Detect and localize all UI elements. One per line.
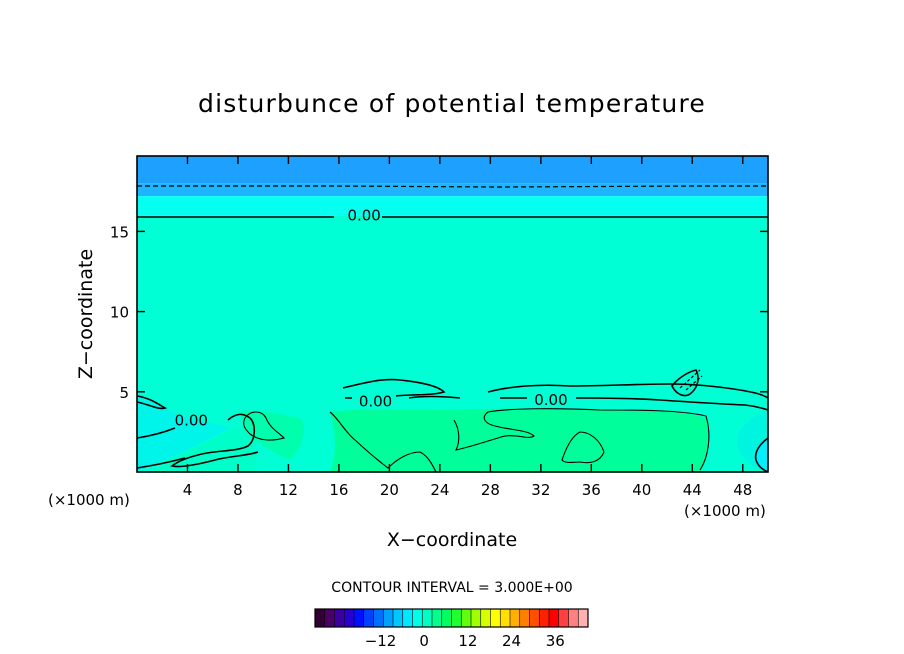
upper-dashed-contour: [137, 185, 768, 188]
contour-warm-main: [329, 408, 710, 473]
x-tick-label: 28: [481, 481, 500, 499]
contour-bottom-left: [136, 457, 186, 469]
x-tick-label: 36: [582, 481, 601, 499]
colorbar-cell: [422, 609, 433, 627]
colorbar-cell: [461, 609, 472, 627]
colorbar-cell: [315, 609, 326, 627]
left-cool-zone: [137, 394, 230, 472]
right-edge-core: [755, 438, 768, 472]
colorbar-cell: [441, 609, 452, 627]
contour-left-loop: [136, 395, 168, 410]
contour-zero-left: [136, 413, 259, 468]
x-tick-label: 48: [733, 481, 752, 499]
colorbar-cell: [334, 609, 345, 627]
contour-label: 0.00: [175, 412, 208, 430]
x-tick-label: 44: [683, 481, 702, 499]
plot-frame: [136, 155, 769, 473]
layer-band-2: [137, 196, 768, 216]
colorbar-cell: [354, 609, 365, 627]
colorbar-cell: [471, 609, 482, 627]
contour-small-loop-44: [671, 369, 699, 397]
colorbar-cell: [344, 609, 355, 627]
colorbar-cell: [383, 609, 394, 627]
colorbar-tick-label: 24: [502, 632, 521, 650]
colorbar-cell: [324, 609, 335, 627]
x-tick-label: 40: [632, 481, 651, 499]
x-tick-label: 32: [531, 481, 550, 499]
colorbar-cell: [500, 609, 511, 627]
colorbar-tick-label: −12: [365, 632, 397, 650]
contour-lines: [136, 185, 769, 473]
contour-label: 0.00: [534, 391, 567, 409]
contour-warm-blob-36: [561, 431, 605, 464]
y-tick-label: 5: [119, 384, 129, 402]
x-tick-label: 12: [279, 481, 298, 499]
warm-zone-main: [330, 408, 709, 472]
colorbar-cell: [558, 609, 569, 627]
colorbar-cell: [373, 609, 384, 627]
colorbar-cell: [490, 609, 501, 627]
colorbar-cell: [432, 609, 443, 627]
colorbar-cell: [549, 609, 560, 627]
contour-right-edge: [754, 437, 769, 473]
colorbar-cell: [519, 609, 530, 627]
contour-warm-blob-left: [243, 411, 286, 441]
colorbar-cell: [480, 609, 491, 627]
y-ticks: 5 10 15: [110, 223, 768, 402]
y-tick-label: 10: [110, 304, 129, 322]
colorbar: [314, 608, 589, 628]
x-tick-label: 8: [233, 481, 243, 499]
y-axis-label: Z−coordinate: [75, 249, 97, 379]
x-tick-label: 20: [380, 481, 399, 499]
x-tick-label: 24: [430, 481, 449, 499]
colorbar-cell: [393, 609, 404, 627]
colorbar-cell: [412, 609, 423, 627]
colorbar-cell: [539, 609, 550, 627]
layer-band-0: [137, 156, 768, 184]
chart-title: disturbunce of potential temperature: [198, 89, 706, 118]
contour-zero-right: [487, 383, 769, 399]
colorbar-cell: [510, 609, 521, 627]
x-tick-label: 4: [183, 481, 193, 499]
colorbar-tick-label: 12: [458, 632, 477, 650]
contour-dashed-44: [679, 369, 703, 391]
colorbar-tick-label: 36: [546, 632, 565, 650]
x-tick-label: 16: [329, 481, 348, 499]
colorbar-frame: [314, 608, 589, 628]
colorbar-cell: [578, 609, 589, 627]
contour-zero-right-low: [500, 397, 769, 411]
y-tick-label: 15: [110, 223, 129, 241]
colorbar-cell: [402, 609, 413, 627]
contour-label: 0.00: [347, 206, 380, 224]
x-axis-unit-left: (×1000 m): [48, 491, 130, 509]
colorbar-cell: [568, 609, 579, 627]
colorbar-cell: [451, 609, 462, 627]
x-axis-unit-right: (×1000 m): [684, 502, 766, 520]
contour-labels: 0.00 0.00 0.00 0.00: [175, 206, 568, 429]
x-axis-label: X−coordinate: [387, 529, 517, 551]
contour-label: 0.00: [359, 392, 392, 410]
colorbar-cell: [363, 609, 374, 627]
contour-interval-text: CONTOUR INTERVAL = 3.000E+00: [331, 580, 572, 596]
contour-zero-mid-top: [342, 378, 446, 397]
contour-zero-mid: [345, 395, 461, 399]
colorbar-tick-label: 0: [419, 632, 429, 650]
colorbar-ticks: −12 0 12 24 36: [365, 632, 565, 650]
warm-zone-left: [240, 410, 305, 460]
layer-band-1: [137, 183, 768, 197]
x-ticks: 4 8 12 16 20 24 28 32 36 40 44 48: [183, 156, 752, 499]
plot-area: 0.000.000.00 0.00 4 8 12 16 20 24 28 32 36 40 44 48 …: [110, 155, 769, 499]
colorbar-cell: [529, 609, 540, 627]
